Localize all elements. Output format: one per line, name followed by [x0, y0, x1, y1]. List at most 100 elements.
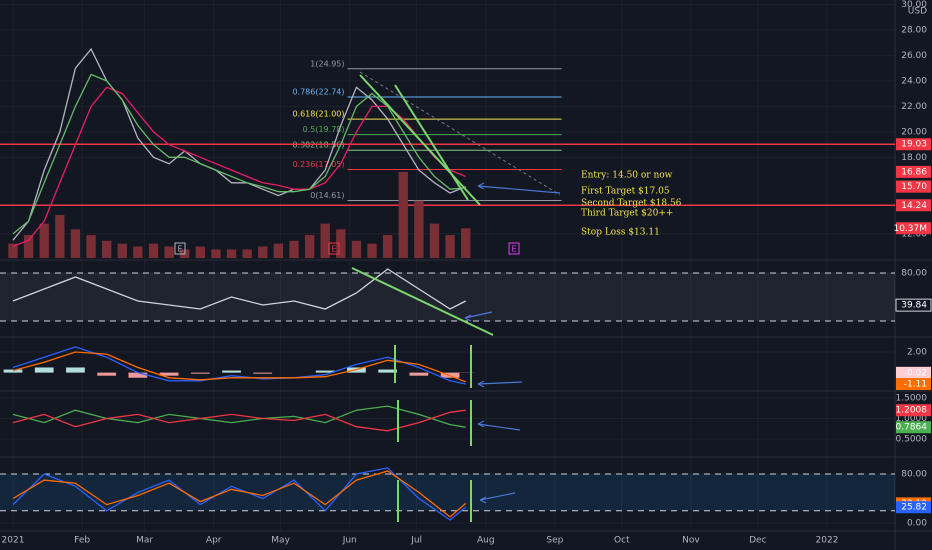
bar: [8, 243, 18, 258]
fib-label: 0(14.61): [310, 191, 344, 200]
bar: [211, 249, 221, 258]
bar: [3, 369, 23, 373]
price-tag: [896, 501, 931, 514]
bar: [23, 235, 34, 258]
price-tag-label: 0.7864: [896, 423, 928, 433]
bar: [242, 249, 252, 258]
y-tick-label: 2.00: [907, 348, 927, 358]
bar: [101, 240, 112, 258]
bar: [409, 372, 429, 376]
fib-label: 1(24.95): [310, 59, 344, 68]
x-tick-label: Mar: [136, 536, 153, 546]
bar: [367, 243, 377, 258]
price-tag: [895, 298, 932, 312]
bar: [378, 369, 398, 373]
y-tick-label: 24.00: [901, 76, 927, 86]
y-tick-label: 28.00: [901, 25, 927, 35]
price-tag: [896, 222, 931, 235]
bar: [289, 240, 299, 258]
x-tick-label: May: [271, 536, 290, 546]
price-tag: [896, 199, 931, 212]
price-tag: [896, 180, 931, 193]
x-tick-label: Nov: [682, 536, 700, 546]
bar: [315, 370, 335, 373]
price-tag: [896, 404, 931, 417]
annotation: First Target $17.05: [581, 187, 670, 197]
x-tick-label: Sep: [546, 536, 563, 546]
earnings-marker: E: [177, 245, 182, 254]
arrow: [477, 185, 561, 194]
price-tag: [896, 138, 931, 151]
bar: [320, 223, 330, 258]
fib-label: 0.5(19.78): [303, 125, 345, 134]
bar: [86, 235, 96, 258]
y-tick-label: 0.00: [907, 519, 927, 529]
earnings-marker: E: [331, 245, 336, 254]
earnings-box: [328, 242, 340, 255]
bar: [253, 372, 273, 374]
arrow-head: [477, 380, 485, 388]
x-tick-label: Aug: [477, 536, 495, 546]
price-tag-label: 15.70: [901, 182, 927, 192]
bar: [398, 172, 408, 258]
y-tick-label: 0.5000: [896, 434, 928, 444]
bar: [190, 372, 210, 374]
arrow: [479, 492, 516, 501]
bar: [55, 215, 65, 258]
bar: [351, 240, 362, 258]
bar: [222, 370, 241, 373]
price-tag-label: 10.37M: [893, 224, 927, 234]
trend-line: [394, 84, 469, 201]
fib-label: 0.236(17.05): [292, 160, 344, 169]
arrow-head: [464, 314, 472, 322]
x-tick-label: Apr: [206, 536, 222, 546]
x-tick-label: Feb: [74, 536, 90, 546]
price-tag: [896, 165, 931, 178]
bar: [445, 235, 455, 258]
y-tick-label: 30.00: [901, 0, 927, 10]
arrow: [477, 423, 521, 431]
bar: [39, 223, 49, 258]
arrow: [477, 381, 523, 385]
price-tag-label: 19.03: [901, 140, 927, 150]
y-tick-label: 80.00: [901, 470, 927, 480]
series-line: [12, 409, 466, 432]
bar: [164, 246, 174, 258]
bar: [148, 243, 159, 258]
arrow: [464, 311, 493, 319]
annotation: Third Target $20++: [581, 209, 673, 219]
bar: [117, 243, 127, 258]
x-tick-label: Jul: [410, 536, 422, 546]
bar: [414, 200, 424, 258]
x-tick-label: Jun: [342, 536, 357, 546]
price-tag-label: 39.84: [901, 301, 927, 311]
y-tick-label: 80.00: [901, 269, 927, 279]
earnings-marker: E: [511, 245, 516, 254]
earnings-box: [174, 242, 186, 255]
bar: [461, 228, 471, 258]
bar: [226, 249, 237, 258]
price-tag: [896, 378, 931, 391]
annotation: Stop Loss $13.11: [581, 228, 660, 238]
price-tag-label: 14.24: [901, 201, 927, 211]
bar: [159, 372, 179, 376]
x-tick-label: 2021: [2, 536, 25, 546]
bar: [304, 235, 315, 258]
y-tick-label: 12.00: [901, 229, 927, 239]
bar: [429, 223, 440, 258]
series-line: [12, 268, 466, 310]
bar: [66, 367, 85, 373]
price-tag: [896, 421, 931, 434]
bar: [34, 367, 54, 373]
series-line: [12, 470, 467, 518]
price-tag-label: -0.02: [904, 368, 927, 378]
bar: [336, 229, 346, 258]
bar: [382, 235, 393, 258]
y-tick-label: 20.00: [901, 127, 927, 137]
fib-label: 0.382(18.56): [292, 141, 344, 150]
trend-line: [359, 74, 481, 206]
arrow-head: [479, 496, 487, 504]
bar: [273, 243, 284, 258]
